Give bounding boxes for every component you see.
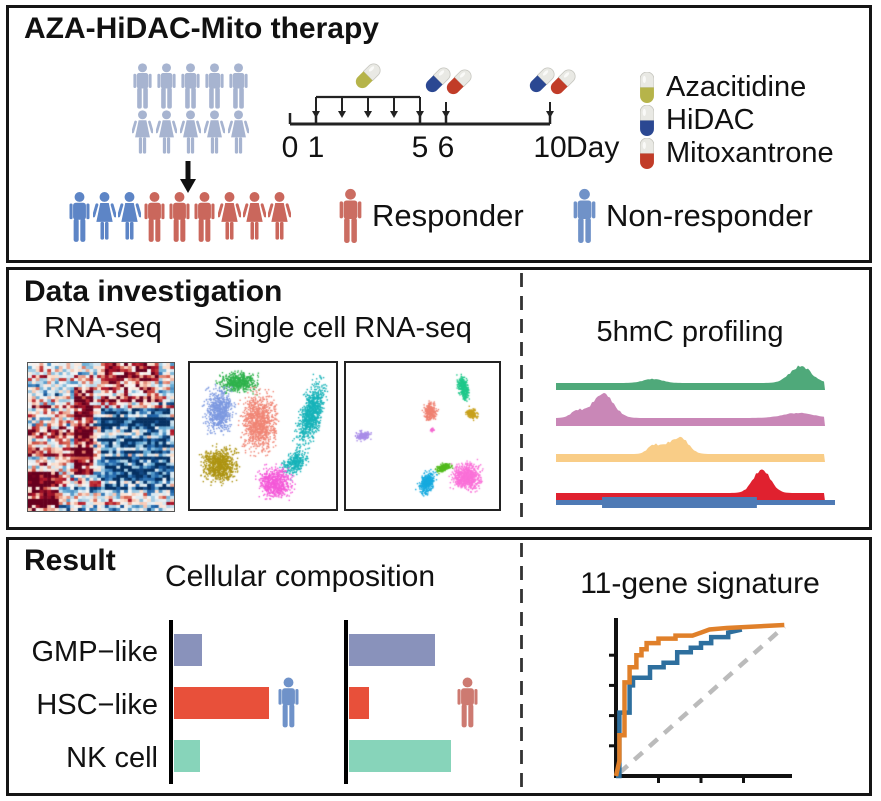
female-person-icon [218,192,241,240]
legend-row-mitoxantrone: Mitoxantrone [640,137,834,170]
legend-responder: Responder [338,186,524,246]
azacitidine-capsule-icon [640,72,654,103]
female-person-icon [204,110,225,154]
male-person-icon [205,63,224,109]
legend-non-responder: Non-responder [572,186,813,246]
bar-chart-responder [344,618,522,790]
male-person-icon [181,63,200,109]
bar-chart-non-responder [169,618,347,790]
responder-chart-person-icon [457,677,478,728]
bar-gmp-like [349,634,435,666]
umap-canvas-1 [190,363,335,508]
therapy-title: AZA-HiDAC-Mito therapy [24,12,379,45]
hidac-capsule-icon [640,105,654,136]
male-person-icon [144,192,165,242]
umap-plot-1 [188,361,338,511]
bar-gmp-like [174,634,202,666]
capsule-glyph [640,138,654,169]
responder-label: Responder [372,198,524,233]
non-responder-label: Non-responder [606,198,813,233]
non-responder-person-icon [573,188,596,243]
rnaseq-heatmap [27,362,175,512]
male-person-icon [133,63,152,109]
female-person-icon [268,192,291,240]
timeline-tick-label: 5 [412,131,429,164]
capsule-glyph [640,105,654,136]
male-person-icon [69,192,90,242]
mitoxantrone-capsule-icon [550,69,576,95]
male-person-icon [573,188,596,243]
panel-therapy: AZA-HiDAC-Mito therapy 0 1 5 6 10 Day Azaciti… [6,5,872,263]
mitoxantrone-capsule-icon [446,69,472,95]
timeline-tick-label: 6 [438,131,455,164]
male-person-icon [169,192,190,242]
female-person-icon [156,110,177,154]
dashed-divider-top [520,273,523,525]
roc-chance-line [617,624,786,775]
category-label-hsc: HSC−like [36,689,158,721]
legend-row-azacitidine: Azacitidine [640,71,806,104]
mitoxantrone-label: Mitoxantrone [666,137,834,169]
gene-signature-title: 11-gene signature [580,567,820,600]
azacitidine-label: Azacitidine [666,71,807,103]
female-person-icon [180,110,201,154]
track-1 [556,365,825,390]
hmc-tracks-graphic [556,365,835,508]
bar-chart-axis [344,620,348,784]
bar-nk-cell [174,740,200,772]
panel-data-investigation: Data investigation RNA-seq Single cell R… [6,267,872,530]
female-person-icon [228,110,249,154]
track-3 [556,436,825,462]
hmc-label: 5hmC profiling [596,316,784,348]
signature-roc [613,622,785,777]
gene-body [602,497,757,508]
female-person-icon [243,192,266,240]
treatment-timeline: 0 1 5 6 10 Day [282,63,619,164]
investigation-title: Data investigation [24,275,283,308]
legend-row-hidac: HiDAC [640,104,755,137]
patient-cohort-graphic [69,63,291,242]
bar-nk-cell [349,740,451,772]
bar-hsc-like [174,687,269,719]
track-4 [556,469,825,501]
female-person-icon [132,110,153,154]
female-person-icon [118,192,141,240]
mitoxantrone-capsule-icon [640,138,654,169]
hidac-capsule-icon [529,67,555,93]
male-person-icon [278,677,299,728]
male-person-icon [157,63,176,109]
male-person-icon [194,192,215,242]
panel-result: Result Cellular composition 11-gene sign… [6,537,872,796]
bar-hsc-like [349,687,369,719]
umap-canvas-2 [346,363,498,508]
timeline-tick-label: 10 [533,131,566,164]
dashed-divider-bottom [520,543,523,791]
umap-plot-2 [344,361,501,511]
roc-plot [609,618,792,783]
selection-arrowhead-icon [180,179,196,193]
hidac-capsule-icon [425,67,451,93]
azacitidine-capsule-icon [355,63,381,89]
hidac-label: HiDAC [666,104,755,136]
timeline-axis-label: Day [566,131,619,164]
track-2 [556,392,825,426]
female-person-icon [93,192,116,240]
male-person-icon [339,188,362,243]
responder-person-icon [339,188,362,243]
category-label-gmp: GMP−like [31,636,158,668]
timeline-tick-label: 0 [282,131,299,164]
bar-chart-axis [169,620,173,784]
result-title: Result [24,544,116,577]
capsule-glyph [640,72,654,103]
category-label-nk: NK cell [66,742,158,774]
male-person-icon [229,63,248,109]
scrnaseq-label: Single cell RNA-seq [214,312,472,344]
non-responder-chart-person-icon [278,677,299,728]
cellular-composition-title: Cellular composition [164,560,436,593]
comparison-roc [616,627,743,779]
male-person-icon [457,677,478,728]
timeline-tick-label: 1 [308,131,325,164]
rnaseq-label: RNA-seq [44,312,162,344]
